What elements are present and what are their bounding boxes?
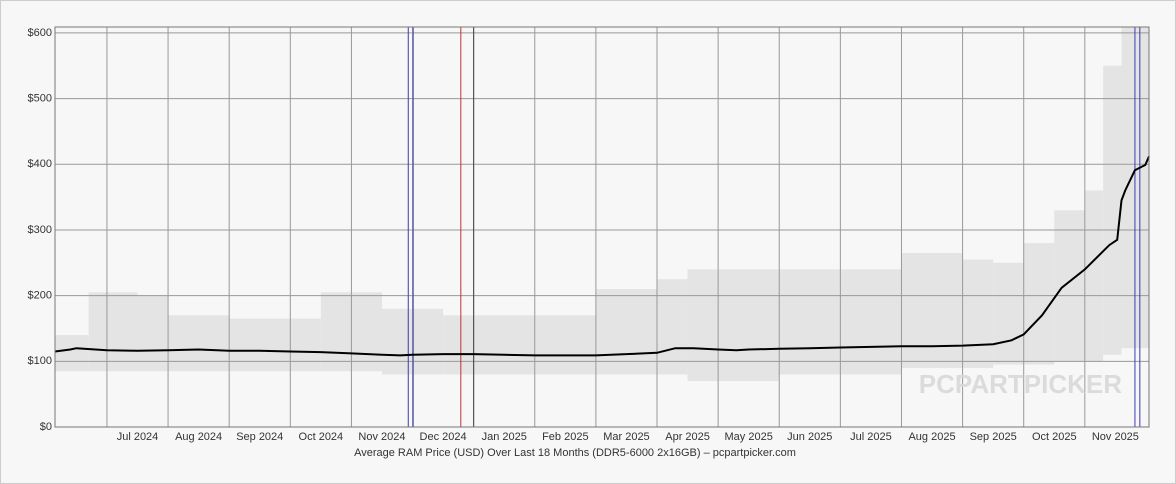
x-tick-label: Jul 2025 (850, 431, 892, 443)
x-tick-label: Sep 2025 (970, 431, 1017, 443)
y-tick-label: $100 (28, 355, 52, 367)
y-tick-label: $500 (28, 92, 52, 104)
y-tick-label: $400 (28, 158, 52, 170)
x-tick-label: May 2025 (725, 431, 773, 443)
price-range (137, 295, 169, 372)
x-tick-label: Oct 2024 (299, 431, 344, 443)
price-range (657, 279, 688, 375)
price-range (1054, 210, 1085, 362)
average-price-line (54, 156, 1150, 357)
price-range (901, 252, 963, 368)
price-range (1103, 65, 1122, 355)
price-range (55, 335, 89, 372)
price-range (443, 315, 535, 375)
price-range (993, 262, 1024, 365)
price-range (1084, 190, 1104, 362)
price-range (595, 289, 658, 375)
x-tick-label: Jul 2024 (117, 431, 159, 443)
x-tick-label: Dec 2024 (420, 431, 467, 443)
x-tick-label: Feb 2025 (542, 431, 588, 443)
x-tick-label: Sep 2024 (236, 431, 283, 443)
x-tick-label: Nov 2024 (358, 431, 405, 443)
x-tick-label: Aug 2025 (908, 431, 955, 443)
price-range (534, 315, 596, 375)
price-range (168, 315, 230, 372)
price-range (88, 292, 138, 372)
x-axis-label: Average RAM Price (USD) Over Last 18 Mon… (354, 447, 796, 459)
y-tick-label: $0 (40, 421, 52, 433)
price-range (962, 259, 994, 368)
price-range (229, 318, 321, 372)
x-tick-label: Jan 2025 (482, 431, 527, 443)
y-tick-label: $300 (28, 224, 52, 236)
x-tick-label: Apr 2025 (665, 431, 710, 443)
y-tick-label: $600 (28, 27, 52, 39)
plot-border (54, 26, 1150, 428)
price-range (687, 269, 780, 382)
x-tick-label: Oct 2025 (1032, 431, 1077, 443)
x-tick-label: Mar 2025 (603, 431, 649, 443)
watermark: PCPARTPICKER (919, 369, 1122, 399)
x-tick-label: Nov 2025 (1092, 431, 1139, 443)
y-tick-label: $200 (28, 290, 52, 302)
x-tick-label: Aug 2024 (175, 431, 222, 443)
x-tick-label: Jun 2025 (787, 431, 832, 443)
